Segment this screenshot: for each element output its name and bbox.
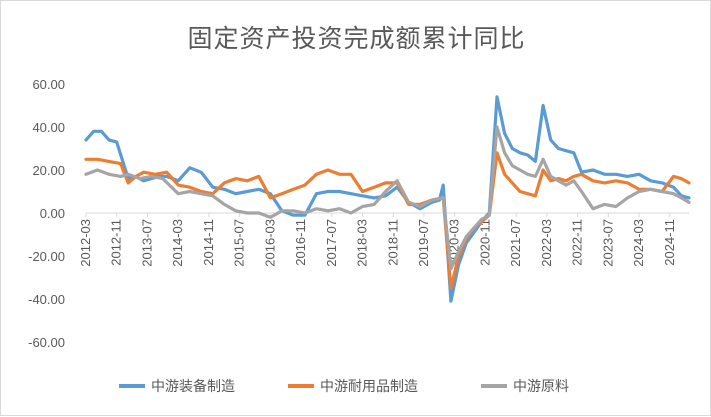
y-tick-label: 0.00 — [40, 206, 65, 221]
y-tick-label: -20.00 — [28, 249, 65, 264]
x-tick-label: 2018-11 — [385, 219, 400, 266]
x-tick-label: 2017-07 — [324, 219, 339, 267]
y-tick-label: 20.00 — [32, 163, 65, 178]
legend-label: 中游装备制造 — [151, 378, 235, 395]
x-tick-label: 2022-11 — [570, 219, 585, 266]
x-tick-label: 2023-07 — [600, 219, 615, 267]
legend-label: 中游原料 — [513, 379, 569, 395]
chart-title: 固定资产投资完成额累计同比 — [187, 24, 526, 53]
x-axis: 2012-03 2012-11 2013-07 2014-03 2014-11 2015-… — [78, 212, 689, 267]
x-tick-label: 2016-03 — [262, 219, 277, 267]
x-tick-label: 2014-11 — [201, 219, 216, 266]
x-tick-label: 2024-03 — [631, 219, 646, 267]
x-tick-label: 2020-11 — [477, 219, 492, 266]
x-tick-label: 2012-11 — [109, 219, 124, 266]
series-line — [84, 125, 691, 271]
x-tick-label: 2013-07 — [139, 219, 154, 267]
y-tick-label: 40.00 — [32, 120, 65, 135]
x-tick-label: 2012-03 — [78, 219, 93, 267]
x-tick-label: 2016-11 — [293, 219, 308, 266]
y-tick-label: -60.00 — [28, 335, 65, 350]
y-tick-label: -40.00 — [28, 292, 65, 307]
x-tick-label: 2018-03 — [355, 219, 370, 267]
series-line — [84, 95, 691, 303]
legend: 中游装备制造 中游耐用品制造 中游原料 — [119, 378, 569, 395]
x-tick-label: 2022-03 — [539, 219, 554, 267]
x-tick-label: 2019-07 — [416, 219, 431, 267]
legend-label: 中游耐用品制造 — [320, 379, 418, 395]
x-tick-label: 2015-07 — [232, 219, 247, 267]
x-tick-label: 2014-03 — [170, 219, 185, 267]
y-tick-label: 60.00 — [32, 77, 65, 92]
plot-area — [84, 95, 691, 303]
x-tick-label: 2021-07 — [508, 219, 523, 267]
y-axis: 60.00 40.00 20.00 0.00 -20.00 -40.00 -60.00 — [28, 77, 65, 350]
x-tick-label: 2024-11 — [662, 219, 677, 266]
series-line — [84, 151, 691, 290]
